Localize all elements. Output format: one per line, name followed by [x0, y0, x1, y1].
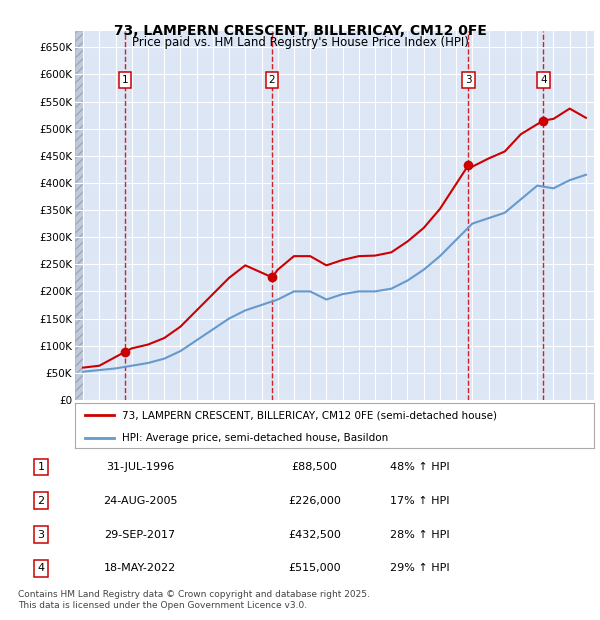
- Text: 18-MAY-2022: 18-MAY-2022: [104, 564, 176, 574]
- Bar: [75, 31, 83, 400]
- Text: 1: 1: [38, 462, 44, 472]
- Text: Price paid vs. HM Land Registry's House Price Index (HPI): Price paid vs. HM Land Registry's House …: [131, 36, 469, 49]
- Text: HPI: Average price, semi-detached house, Basildon: HPI: Average price, semi-detached house,…: [122, 433, 388, 443]
- Text: 31-JUL-1996: 31-JUL-1996: [106, 462, 174, 472]
- Text: 3: 3: [465, 75, 472, 85]
- Text: 3: 3: [38, 529, 44, 539]
- Text: 1: 1: [122, 75, 128, 85]
- Text: £432,500: £432,500: [288, 529, 341, 539]
- Text: 73, LAMPERN CRESCENT, BILLERICAY, CM12 0FE: 73, LAMPERN CRESCENT, BILLERICAY, CM12 0…: [113, 24, 487, 38]
- Text: £515,000: £515,000: [289, 564, 341, 574]
- Text: 29-SEP-2017: 29-SEP-2017: [104, 529, 176, 539]
- Text: 2: 2: [38, 496, 44, 506]
- Text: Contains HM Land Registry data © Crown copyright and database right 2025.
This d: Contains HM Land Registry data © Crown c…: [18, 590, 370, 609]
- Text: 73, LAMPERN CRESCENT, BILLERICAY, CM12 0FE (semi-detached house): 73, LAMPERN CRESCENT, BILLERICAY, CM12 0…: [122, 410, 497, 420]
- Text: 4: 4: [38, 564, 44, 574]
- Text: 17% ↑ HPI: 17% ↑ HPI: [389, 496, 449, 506]
- Text: 24-AUG-2005: 24-AUG-2005: [103, 496, 177, 506]
- Text: 4: 4: [540, 75, 547, 85]
- Text: £226,000: £226,000: [288, 496, 341, 506]
- Text: 2: 2: [269, 75, 275, 85]
- Text: £88,500: £88,500: [292, 462, 338, 472]
- Text: 29% ↑ HPI: 29% ↑ HPI: [389, 564, 449, 574]
- Text: 48% ↑ HPI: 48% ↑ HPI: [389, 462, 449, 472]
- Text: 28% ↑ HPI: 28% ↑ HPI: [389, 529, 449, 539]
